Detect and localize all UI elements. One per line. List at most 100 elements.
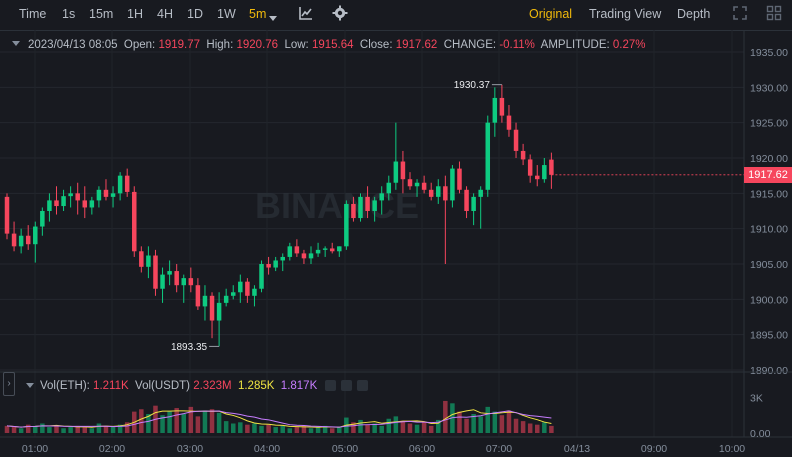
candle-body[interactable] <box>308 253 314 259</box>
candle-body[interactable] <box>535 175 540 180</box>
layout-grid-icon[interactable] <box>766 5 782 24</box>
candle-body[interactable] <box>89 200 95 208</box>
candle-body[interactable] <box>266 264 271 268</box>
candle-body[interactable] <box>146 255 151 267</box>
candle-body[interactable] <box>33 226 38 245</box>
candle-body[interactable] <box>414 182 420 187</box>
candle-body[interactable] <box>160 274 165 289</box>
candle-body[interactable] <box>499 97 505 116</box>
candle-body[interactable] <box>230 292 236 296</box>
candle-body[interactable] <box>96 189 102 201</box>
view-depth-tab[interactable]: Depth <box>677 7 711 21</box>
candle-body[interactable] <box>68 193 73 197</box>
candle-body[interactable] <box>358 196 363 219</box>
candle-body[interactable] <box>372 200 377 211</box>
interval-4h[interactable]: 4H <box>157 7 173 21</box>
candle-body[interactable] <box>542 165 547 180</box>
candle-body[interactable] <box>181 278 187 286</box>
candle-body[interactable] <box>103 189 109 197</box>
candle-body[interactable] <box>393 161 399 183</box>
candle-body[interactable] <box>117 175 123 194</box>
candle-body[interactable] <box>82 200 88 208</box>
candle-body[interactable] <box>195 285 201 307</box>
candle-body[interactable] <box>223 295 229 303</box>
candle-body[interactable] <box>75 193 80 201</box>
volume-collapse-icon[interactable] <box>26 383 34 389</box>
candle-body[interactable] <box>450 168 455 201</box>
settings-gear-icon[interactable] <box>332 5 348 24</box>
candle-body[interactable] <box>365 196 370 211</box>
eye-icon[interactable] <box>325 380 337 392</box>
candle-body[interactable] <box>209 295 215 321</box>
candle-body[interactable] <box>216 302 222 321</box>
candle-body[interactable] <box>400 161 406 180</box>
candle-body[interactable] <box>421 182 427 190</box>
chevron-down-icon[interactable] <box>269 11 277 25</box>
interval-1d[interactable]: 1D <box>187 7 203 21</box>
candle-body[interactable] <box>153 255 158 289</box>
candle-body[interactable] <box>464 189 469 211</box>
candle-body[interactable] <box>110 193 116 197</box>
view-original-tab[interactable]: Original <box>529 7 573 21</box>
candle-body[interactable] <box>513 129 519 151</box>
candle-body[interactable] <box>132 191 137 252</box>
candle-body[interactable] <box>436 186 441 197</box>
interval-5m-active[interactable]: 5m <box>249 7 267 21</box>
candle-body[interactable] <box>252 288 257 296</box>
candle-body[interactable] <box>549 159 554 175</box>
fullscreen-icon[interactable] <box>732 5 748 24</box>
collapse-caret-icon[interactable] <box>12 41 20 46</box>
candle-body[interactable] <box>471 196 476 211</box>
candle-body[interactable] <box>315 249 321 254</box>
candle-body[interactable] <box>61 196 66 207</box>
candle-body[interactable] <box>386 182 392 194</box>
candle-body[interactable] <box>287 246 293 257</box>
candle-body[interactable] <box>407 179 413 187</box>
candle-body[interactable] <box>4 196 10 234</box>
candle-body[interactable] <box>11 233 17 247</box>
candle-body[interactable] <box>167 271 172 275</box>
candle-body[interactable] <box>485 122 491 190</box>
expand-panel-toggle[interactable]: › <box>3 372 15 396</box>
candle-body[interactable] <box>25 235 31 245</box>
indicator-icon[interactable] <box>298 5 314 24</box>
candle-body[interactable] <box>492 97 498 123</box>
interval-15m[interactable]: 15m <box>89 7 114 21</box>
view-tradingview-tab[interactable]: Trading View <box>589 7 662 21</box>
interval-time[interactable]: Time <box>19 7 47 21</box>
candle-body[interactable] <box>344 203 349 247</box>
candle-body[interactable] <box>280 256 285 261</box>
candle-body[interactable] <box>259 264 264 289</box>
candle-body[interactable] <box>139 251 144 267</box>
candle-body[interactable] <box>337 246 342 252</box>
candle-body[interactable] <box>40 211 45 227</box>
interval-1s[interactable]: 1s <box>62 7 76 21</box>
close-icon[interactable] <box>357 380 369 392</box>
candle-body[interactable] <box>322 248 328 250</box>
candle-body[interactable] <box>294 246 300 254</box>
candle-body[interactable] <box>47 200 52 211</box>
candle-body[interactable] <box>18 235 24 247</box>
settings-icon[interactable] <box>341 380 353 392</box>
candle-body[interactable] <box>301 253 307 259</box>
candle-body[interactable] <box>188 278 194 286</box>
interval-1h[interactable]: 1H <box>127 7 143 21</box>
candle-body[interactable] <box>527 159 533 176</box>
candle-body[interactable] <box>520 150 526 160</box>
candle-body[interactable] <box>238 281 243 293</box>
candle-body[interactable] <box>351 203 356 219</box>
candle-body[interactable] <box>245 281 250 296</box>
candle-body[interactable] <box>273 260 278 268</box>
interval-1w[interactable]: 1W <box>217 7 236 21</box>
candle-body[interactable] <box>478 189 483 197</box>
candle-body[interactable] <box>174 271 179 286</box>
candle-body[interactable] <box>54 200 59 207</box>
candle-body[interactable] <box>124 175 130 192</box>
candle-body[interactable] <box>428 189 434 197</box>
candle-body[interactable] <box>506 115 512 130</box>
candle-body[interactable] <box>457 168 462 190</box>
candle-body[interactable] <box>202 295 208 307</box>
candle-body[interactable] <box>329 248 335 252</box>
candle-body[interactable] <box>443 186 448 201</box>
